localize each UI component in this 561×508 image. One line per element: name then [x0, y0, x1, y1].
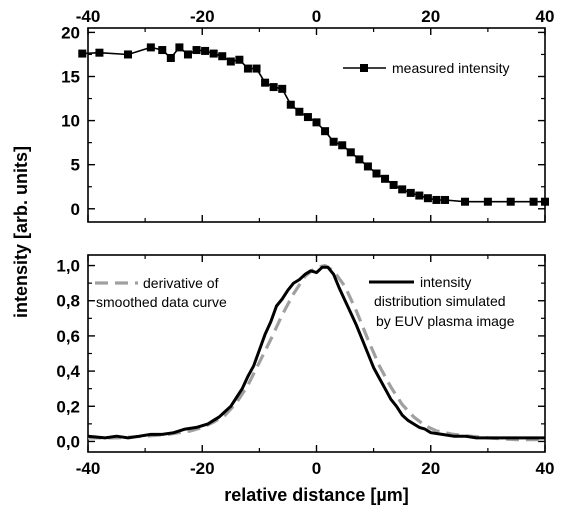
- y-tick-label: 15: [61, 68, 80, 87]
- legend-label: smoothed data curve: [96, 294, 227, 310]
- data-point: [406, 188, 415, 197]
- data-point: [415, 191, 424, 200]
- legend-solid: intensity distribution simulated by EUV pl…: [369, 274, 515, 329]
- data-point: [78, 49, 87, 58]
- y-tick-label: 0,0: [56, 432, 80, 451]
- x-tick-label: 40: [536, 459, 555, 478]
- y-tick-label: 10: [61, 112, 80, 131]
- data-point: [483, 197, 492, 206]
- data-point: [183, 50, 192, 59]
- y-tick-label: 0,6: [56, 327, 80, 346]
- data-point: [432, 195, 441, 204]
- x-tick-label: 0: [312, 459, 321, 478]
- y-tick-label: 20: [61, 23, 80, 42]
- x-tick-label: -20: [190, 459, 215, 478]
- data-point: [389, 180, 398, 189]
- y-tick-label: 0,2: [56, 397, 80, 416]
- top-x-tick-label: 40: [536, 7, 555, 26]
- data-point: [95, 48, 104, 57]
- legend-label: measured intensity: [392, 60, 510, 76]
- data-point: [123, 50, 132, 59]
- data-point: [269, 83, 278, 92]
- data-point: [346, 148, 355, 157]
- bottom-panel: 0,0 0,2 0,4 0,6 0,8 1,0: [56, 254, 546, 453]
- series-line: [87, 265, 545, 440]
- data-point: [381, 174, 390, 183]
- data-point: [355, 155, 364, 164]
- data-point: [329, 137, 338, 146]
- data-point: [158, 46, 167, 55]
- data-point: [461, 197, 470, 206]
- data-point: [506, 197, 515, 206]
- legend-label: distribution simulated: [374, 293, 506, 309]
- legend-top: measured intensity: [343, 60, 510, 76]
- data-point: [541, 197, 549, 206]
- top-x-tick-label: -40: [76, 7, 101, 26]
- data-point: [338, 141, 347, 150]
- y-tick-label: 0,4: [56, 362, 80, 381]
- top-panel: 0 5 10 15 20: [61, 23, 549, 223]
- legend-dashed: derivative of smoothed data curve: [95, 275, 227, 310]
- y-tick-label: 5: [71, 156, 80, 175]
- legend-label: derivative of: [143, 275, 219, 291]
- series-line: [88, 264, 545, 442]
- legend-label: intensity: [420, 274, 471, 290]
- x-tick-label: 20: [421, 459, 440, 478]
- data-point: [278, 84, 287, 93]
- data-point: [441, 195, 450, 204]
- x-axis-title: relative distance [µm]: [224, 485, 408, 505]
- top-x-tick-label: 0: [312, 7, 321, 26]
- legend-marker: [360, 64, 368, 72]
- data-point: [372, 169, 381, 178]
- data-point: [209, 49, 218, 58]
- top-x-tick-label: 20: [421, 7, 440, 26]
- data-point: [201, 46, 210, 55]
- data-point: [363, 162, 372, 171]
- data-point: [303, 113, 312, 122]
- data-point: [398, 185, 407, 194]
- y-tick-label: 1,0: [56, 257, 80, 276]
- data-point: [192, 46, 201, 55]
- y-axis-title: intensity [arb. units]: [11, 146, 31, 318]
- data-point: [226, 57, 235, 66]
- y-tick-label: 0: [71, 200, 80, 219]
- data-point: [166, 53, 175, 62]
- data-point: [252, 64, 261, 73]
- data-point: [261, 78, 270, 87]
- data-point: [235, 55, 244, 64]
- top-x-tick-label: -20: [190, 7, 215, 26]
- data-point: [146, 43, 155, 52]
- data-point: [312, 118, 321, 127]
- data-point: [423, 194, 432, 203]
- data-point: [218, 52, 227, 61]
- x-tick-label: -40: [76, 459, 101, 478]
- data-point: [529, 197, 538, 206]
- y-tick-label: 0,8: [56, 292, 80, 311]
- data-point: [321, 127, 330, 136]
- data-point: [175, 43, 184, 52]
- data-point: [286, 100, 295, 109]
- data-point: [243, 64, 252, 73]
- data-point: [295, 107, 304, 116]
- legend-label: by EUV plasma image: [376, 313, 515, 329]
